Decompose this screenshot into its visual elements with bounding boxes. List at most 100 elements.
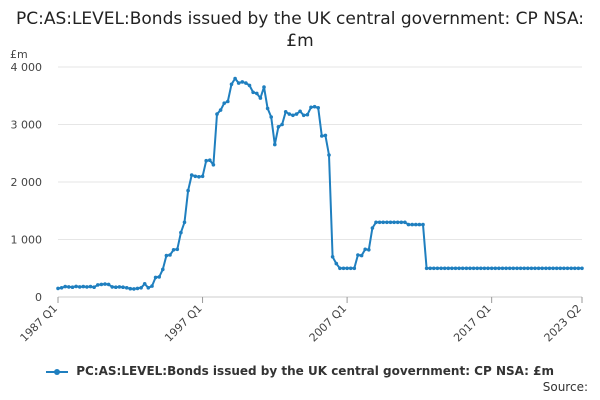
legend[interactable]: PC:AS:LEVEL:Bonds issued by the UK centr… <box>0 364 600 378</box>
data-point[interactable] <box>348 266 353 271</box>
data-point[interactable] <box>96 283 100 287</box>
data-point[interactable] <box>370 226 375 230</box>
data-point[interactable] <box>569 266 573 271</box>
data-point[interactable] <box>229 82 234 87</box>
data-point[interactable] <box>236 81 241 85</box>
data-point[interactable] <box>334 261 339 266</box>
data-point[interactable] <box>106 282 111 287</box>
data-point[interactable] <box>254 91 259 96</box>
data-point[interactable] <box>399 220 404 225</box>
data-point[interactable] <box>179 230 183 235</box>
data-point[interactable] <box>215 112 219 116</box>
data-point[interactable] <box>70 285 75 290</box>
data-point[interactable] <box>157 275 161 279</box>
data-point[interactable] <box>186 188 190 193</box>
data-point[interactable] <box>67 285 71 289</box>
data-point[interactable] <box>374 220 378 225</box>
data-point[interactable] <box>442 266 447 271</box>
data-point[interactable] <box>226 99 230 104</box>
data-point[interactable] <box>150 284 154 288</box>
data-point[interactable] <box>56 286 60 291</box>
data-point[interactable] <box>233 76 237 81</box>
data-point[interactable] <box>164 253 169 258</box>
data-point[interactable] <box>103 282 107 286</box>
data-point[interactable] <box>193 174 198 179</box>
data-point[interactable] <box>450 266 454 271</box>
data-point[interactable] <box>117 285 122 289</box>
data-point[interactable] <box>547 266 552 271</box>
data-point[interactable] <box>536 266 541 271</box>
data-point[interactable] <box>424 266 429 271</box>
data-point[interactable] <box>446 266 451 271</box>
data-point[interactable] <box>363 247 368 252</box>
data-point[interactable] <box>161 267 165 272</box>
data-point[interactable] <box>262 85 266 89</box>
data-point[interactable] <box>273 142 277 147</box>
data-point[interactable] <box>497 266 501 271</box>
data-point[interactable] <box>283 110 288 114</box>
data-point[interactable] <box>377 220 382 225</box>
data-point[interactable] <box>511 266 516 271</box>
data-point[interactable] <box>92 285 96 290</box>
data-point[interactable] <box>479 266 483 271</box>
data-point[interactable] <box>124 286 129 290</box>
data-point[interactable] <box>99 282 104 287</box>
data-point[interactable] <box>251 90 255 95</box>
data-point[interactable] <box>356 253 360 257</box>
data-point[interactable] <box>312 104 317 109</box>
data-point[interactable] <box>580 266 584 271</box>
data-point[interactable] <box>554 266 559 271</box>
data-point[interactable] <box>280 122 284 127</box>
data-point[interactable] <box>338 266 342 271</box>
data-point[interactable] <box>558 266 563 271</box>
data-point[interactable] <box>208 158 212 162</box>
data-point[interactable] <box>421 222 425 227</box>
data-point[interactable] <box>222 101 226 105</box>
data-point[interactable] <box>417 222 422 227</box>
data-point[interactable] <box>287 112 292 116</box>
data-point[interactable] <box>381 220 386 225</box>
data-point[interactable] <box>204 158 208 163</box>
data-point[interactable] <box>453 266 458 271</box>
data-point[interactable] <box>414 222 418 227</box>
data-point[interactable] <box>81 284 86 289</box>
data-point[interactable] <box>345 266 349 271</box>
data-point[interactable] <box>77 285 82 289</box>
data-point[interactable] <box>142 282 147 286</box>
data-point[interactable] <box>493 266 498 271</box>
data-point[interactable] <box>211 163 216 167</box>
data-point[interactable] <box>269 115 274 119</box>
data-point[interactable] <box>540 266 544 271</box>
data-point[interactable] <box>88 284 93 289</box>
data-point[interactable] <box>551 266 555 271</box>
data-point[interactable] <box>464 266 469 271</box>
data-point[interactable] <box>522 266 526 271</box>
data-point[interactable] <box>294 112 299 116</box>
data-point[interactable] <box>507 266 512 271</box>
data-point[interactable] <box>153 275 158 280</box>
data-point[interactable] <box>482 266 487 271</box>
data-point[interactable] <box>392 220 396 225</box>
data-point[interactable] <box>171 248 176 252</box>
data-point[interactable] <box>168 253 172 257</box>
data-point[interactable] <box>544 266 548 271</box>
data-point[interactable] <box>395 220 400 225</box>
data-point[interactable] <box>200 174 205 179</box>
data-point[interactable] <box>489 266 494 271</box>
data-point[interactable] <box>175 247 180 252</box>
data-point[interactable] <box>135 286 140 291</box>
data-point[interactable] <box>301 113 306 118</box>
data-point[interactable] <box>435 266 440 271</box>
data-point[interactable] <box>410 222 415 227</box>
data-point[interactable] <box>85 285 89 289</box>
data-point[interactable] <box>327 153 331 157</box>
data-point[interactable] <box>320 134 324 138</box>
data-point[interactable] <box>529 266 534 271</box>
data-point[interactable] <box>504 266 508 271</box>
data-point[interactable] <box>114 285 118 290</box>
data-point[interactable] <box>457 266 461 271</box>
data-point[interactable] <box>244 81 248 85</box>
data-point[interactable] <box>367 248 371 252</box>
data-point[interactable] <box>388 220 393 225</box>
data-point[interactable] <box>298 109 302 114</box>
